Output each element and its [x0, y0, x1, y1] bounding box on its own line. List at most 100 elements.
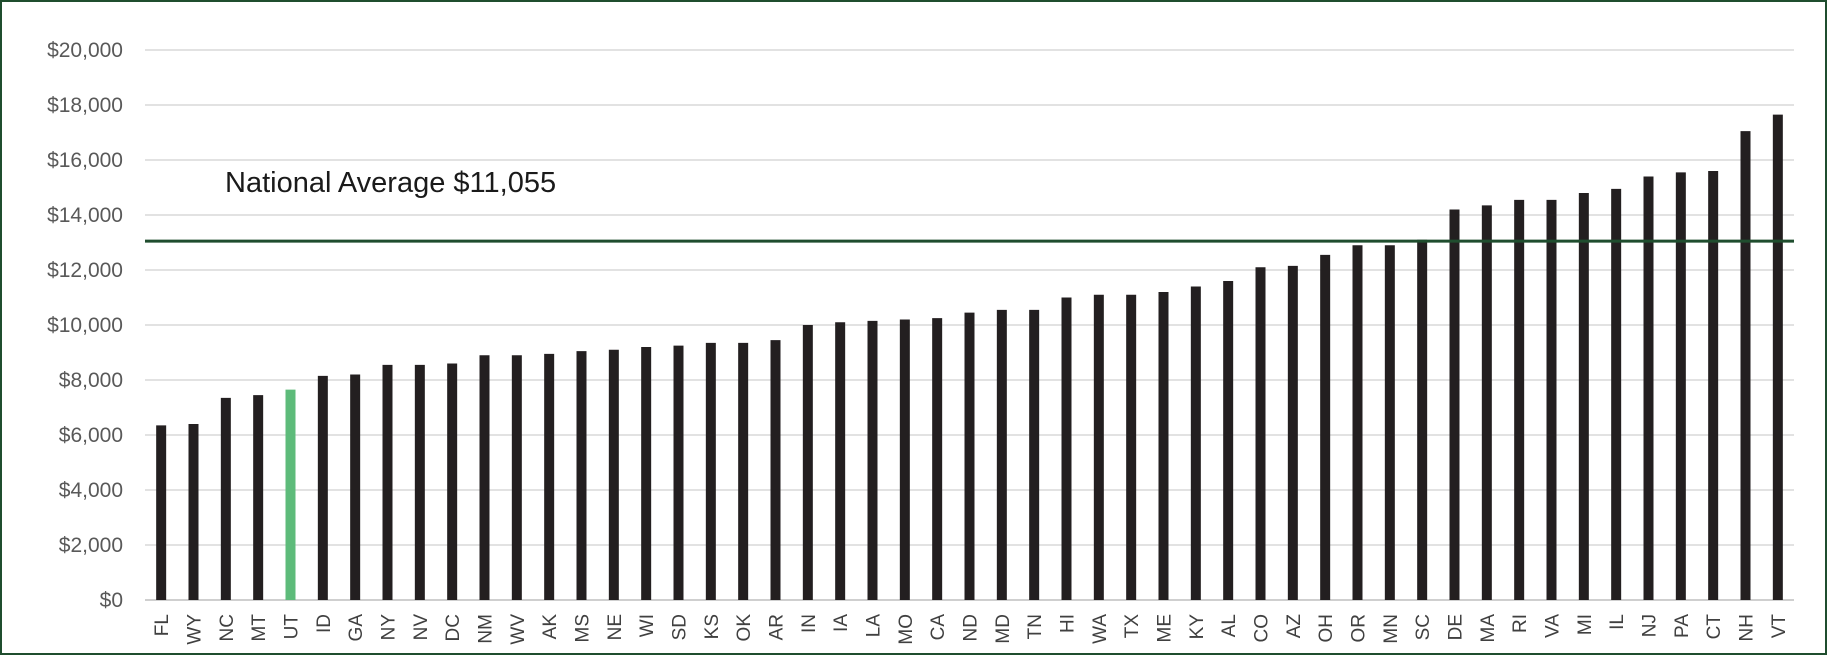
- bar-ri: [1514, 199, 1525, 600]
- x-tick-label: OH: [1316, 614, 1337, 643]
- x-tick-label: UT: [282, 614, 303, 640]
- x-tick-label: NC: [217, 614, 238, 641]
- x-tick-label: RI: [1510, 614, 1531, 633]
- x-tick-label: IN: [799, 614, 820, 633]
- bar-id: [317, 375, 328, 600]
- y-tick-label: $0: [100, 589, 123, 612]
- bar-ne: [608, 349, 619, 600]
- x-tick-label: IL: [1607, 614, 1628, 630]
- bar-ia: [835, 322, 846, 600]
- x-tick-label: WY: [185, 614, 206, 645]
- x-tick-label: AR: [767, 614, 788, 640]
- bar-ms: [576, 351, 587, 600]
- bar-nj: [1643, 176, 1654, 600]
- x-tick-label: CA: [928, 614, 949, 641]
- bar-la: [867, 320, 878, 600]
- x-tick-label: NJ: [1640, 614, 1661, 637]
- bar-ct: [1708, 171, 1719, 600]
- bar-md: [996, 309, 1007, 600]
- x-tick-label: MO: [896, 614, 917, 645]
- bar-tn: [1029, 309, 1040, 600]
- bar-nm: [479, 355, 490, 600]
- x-tick-label: KY: [1187, 614, 1208, 640]
- bar-dc: [447, 363, 458, 600]
- y-tick-label: $6,000: [59, 424, 123, 447]
- x-tick-label: OK: [734, 614, 755, 642]
- bar-wi: [641, 347, 652, 600]
- bar-me: [1158, 292, 1169, 600]
- bar-nh: [1740, 131, 1751, 600]
- x-tick-label: LA: [864, 614, 885, 638]
- y-tick-label: $18,000: [47, 94, 123, 117]
- x-tick-label: TN: [1025, 614, 1046, 639]
- y-tick-label: $16,000: [47, 149, 123, 172]
- x-tick-label: MT: [249, 614, 270, 642]
- x-tick-label: AZ: [1284, 614, 1305, 639]
- bar-ca: [932, 318, 943, 600]
- bar-wv: [511, 355, 522, 600]
- x-tick-label: IA: [831, 614, 852, 632]
- bar-ar: [770, 340, 781, 600]
- bar-wa: [1093, 294, 1104, 600]
- x-tick-label: NV: [411, 614, 432, 641]
- bar-ga: [350, 374, 361, 600]
- bar-pa: [1675, 172, 1686, 600]
- bar-in: [802, 325, 813, 600]
- bar-mt: [253, 395, 264, 600]
- bar-ok: [738, 342, 749, 600]
- x-tick-label: MD: [993, 614, 1014, 644]
- x-tick-label: NH: [1737, 614, 1758, 641]
- y-axis-tick-labels: $0 $2,000 $4,000 $6,000 $8,000 $10,000 $12,000…: [47, 39, 123, 612]
- bar-va: [1546, 199, 1557, 600]
- x-axis-category-labels: FL WY NC MT UT ID GA NY NV DC NM WV AK MS NE WI SD KS OK AR…: [152, 614, 1790, 645]
- bar-de: [1449, 209, 1460, 600]
- x-tick-label: AL: [1219, 614, 1240, 637]
- x-tick-label: MS: [573, 614, 594, 643]
- bar-mo: [899, 319, 910, 600]
- x-tick-label: WA: [1090, 614, 1111, 644]
- x-tick-label: MN: [1381, 614, 1402, 644]
- x-tick-label: WI: [637, 614, 658, 637]
- bar-nd: [964, 312, 975, 600]
- x-tick-label: ME: [1155, 614, 1176, 643]
- bar-ny: [382, 364, 393, 600]
- bar-sd: [673, 345, 684, 600]
- bar-co: [1255, 267, 1266, 600]
- bar-nv: [414, 364, 425, 600]
- x-tick-label: GA: [346, 614, 367, 642]
- x-tick-label: CT: [1704, 614, 1725, 640]
- bar-ut: [285, 389, 296, 600]
- national-average-label: National Average $11,055: [225, 167, 556, 199]
- bar-ky: [1190, 286, 1201, 600]
- bar-az: [1287, 265, 1298, 600]
- x-tick-label: NE: [605, 614, 626, 640]
- bar-ak: [544, 353, 555, 600]
- x-tick-label: PA: [1672, 614, 1693, 638]
- y-tick-label: $10,000: [47, 314, 123, 337]
- y-tick-label: $4,000: [59, 479, 123, 502]
- x-tick-label: NY: [379, 614, 400, 641]
- bar-tx: [1126, 294, 1137, 600]
- x-tick-label: WV: [508, 614, 529, 645]
- bar-or: [1352, 245, 1363, 600]
- bars: [156, 114, 1783, 600]
- x-tick-label: DE: [1446, 614, 1467, 640]
- x-tick-label: ND: [961, 614, 982, 641]
- x-tick-label: ID: [314, 614, 335, 633]
- x-tick-label: KS: [702, 614, 723, 639]
- x-tick-label: FL: [152, 614, 173, 636]
- x-tick-label: SD: [670, 614, 691, 640]
- x-tick-label: MI: [1575, 614, 1596, 635]
- bar-al: [1223, 281, 1234, 600]
- bar-mn: [1384, 245, 1395, 600]
- bar-fl: [156, 425, 167, 600]
- bar-wy: [188, 424, 199, 600]
- y-tick-label: $8,000: [59, 369, 123, 392]
- x-tick-label: VT: [1769, 614, 1790, 639]
- bar-ma: [1481, 205, 1492, 600]
- bar-hi: [1061, 297, 1072, 600]
- y-tick-label: $2,000: [59, 534, 123, 557]
- bar-il: [1611, 188, 1622, 600]
